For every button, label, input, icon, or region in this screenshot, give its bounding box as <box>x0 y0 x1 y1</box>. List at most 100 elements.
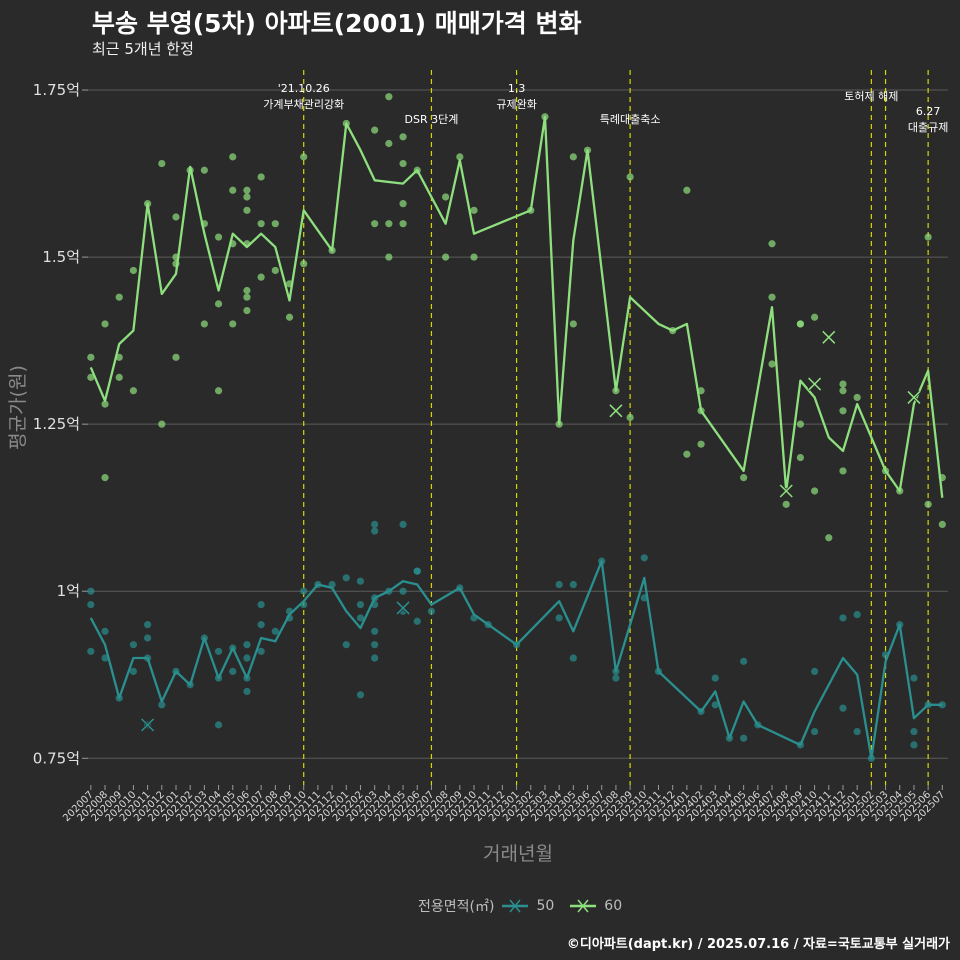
data-point-60 <box>271 266 279 275</box>
data-point-50 <box>87 600 95 609</box>
data-point-50 <box>555 614 563 622</box>
data-point-60 <box>399 200 407 208</box>
data-point-60 <box>938 520 946 528</box>
y-tick-label: 1억 <box>57 582 80 600</box>
data-point-60 <box>740 474 748 482</box>
data-point-60 <box>243 286 251 295</box>
data-point-60 <box>257 220 265 228</box>
data-point-50 <box>612 674 620 682</box>
data-point-50 <box>356 614 365 622</box>
data-point-60 <box>371 220 379 228</box>
data-point-50 <box>144 621 152 629</box>
data-point-60 <box>796 420 805 428</box>
data-point-60 <box>214 233 223 241</box>
data-point-50 <box>413 567 421 575</box>
data-point-60 <box>569 320 577 328</box>
legend-key-50 <box>502 899 529 913</box>
event-label: 특례대출축소 <box>600 113 661 126</box>
data-point-50 <box>243 654 251 662</box>
data-point-50 <box>101 654 109 662</box>
data-point-60 <box>683 450 691 458</box>
data-point-50 <box>371 654 379 662</box>
data-point-50 <box>640 554 648 562</box>
data-point-50 <box>569 580 577 589</box>
source-caption: ©디아파트(dapt.kr) / 2025.07.16 / 자료=국토교통부 실… <box>566 937 950 952</box>
data-point-60 <box>115 293 123 301</box>
data-point-60 <box>172 213 180 221</box>
legend: 전용면적(㎡) 50 60 <box>418 896 630 916</box>
event-label: 규제완화 <box>496 98 536 111</box>
legend-item-60[interactable]: 60 <box>568 896 630 916</box>
legend-item-50[interactable]: 50 <box>500 896 562 916</box>
data-point-60 <box>214 387 223 395</box>
data-point-50 <box>839 614 847 622</box>
data-point-60 <box>115 373 123 381</box>
data-point-60 <box>796 453 805 462</box>
data-point-50 <box>257 621 265 629</box>
legend-label-60: 60 <box>604 898 623 914</box>
data-point-60 <box>399 133 407 141</box>
series-line-60 <box>89 115 944 498</box>
data-point-50 <box>214 647 223 655</box>
data-point-60 <box>101 474 109 482</box>
data-point-50 <box>257 647 265 655</box>
data-point-60 <box>200 166 208 174</box>
data-point-50 <box>342 574 350 582</box>
data-point-60 <box>768 293 776 301</box>
data-point-60 <box>839 467 847 475</box>
data-point-50 <box>740 657 748 665</box>
data-point-50 <box>711 701 719 709</box>
data-point-50 <box>413 617 421 625</box>
data-point-60 <box>243 293 251 301</box>
data-point-60 <box>385 139 393 148</box>
data-point-60 <box>825 534 833 542</box>
data-point-60 <box>257 273 265 281</box>
event-label: 1.3 <box>508 82 526 95</box>
data-point-60 <box>853 393 861 402</box>
event-label: 대출규제 <box>908 121 948 134</box>
data-point-50 <box>87 587 95 595</box>
data-point-50 <box>427 607 436 615</box>
data-point-60 <box>87 373 95 381</box>
data-point-50 <box>839 704 847 712</box>
data-point-50 <box>938 701 946 709</box>
data-point-60 <box>811 313 819 321</box>
data-point-60 <box>200 320 208 328</box>
event-label: 가계부채관리강화 <box>263 98 344 111</box>
data-point-60 <box>371 126 379 134</box>
data-point-50 <box>853 611 861 619</box>
data-point-50 <box>811 667 819 676</box>
cross-marker-60 <box>779 484 793 498</box>
data-point-60 <box>839 407 847 415</box>
data-point-50 <box>711 674 719 682</box>
legend-key-60 <box>570 899 597 913</box>
data-point-60 <box>101 400 109 408</box>
data-point-50 <box>853 727 861 736</box>
data-point-50 <box>371 627 379 635</box>
data-point-50 <box>243 687 251 696</box>
data-point-60 <box>626 413 634 422</box>
data-point-50 <box>555 580 563 589</box>
data-point-50 <box>811 727 819 736</box>
data-point-50 <box>129 641 138 649</box>
data-point-60 <box>782 500 790 508</box>
data-point-60 <box>172 353 180 361</box>
data-point-60 <box>399 159 407 168</box>
series-line-50 <box>89 559 943 760</box>
data-point-60 <box>87 353 95 361</box>
x-axis-title: 거래년월 <box>483 843 553 865</box>
data-point-60 <box>214 300 223 308</box>
data-point-50 <box>569 654 577 662</box>
data-point-60 <box>257 173 265 181</box>
data-point-50 <box>740 734 748 742</box>
data-point-60 <box>243 186 251 194</box>
chart-title: 부송 부영(5차) 아파트(2001) 매매가격 변화 <box>92 9 582 38</box>
cross-marker-60 <box>907 390 921 404</box>
data-point-50 <box>87 647 95 655</box>
y-tick-label: 0.75억 <box>33 749 80 767</box>
data-point-60 <box>442 253 450 261</box>
data-point-50 <box>214 721 223 729</box>
legend-label-50: 50 <box>536 898 555 914</box>
data-point-60 <box>243 193 251 201</box>
